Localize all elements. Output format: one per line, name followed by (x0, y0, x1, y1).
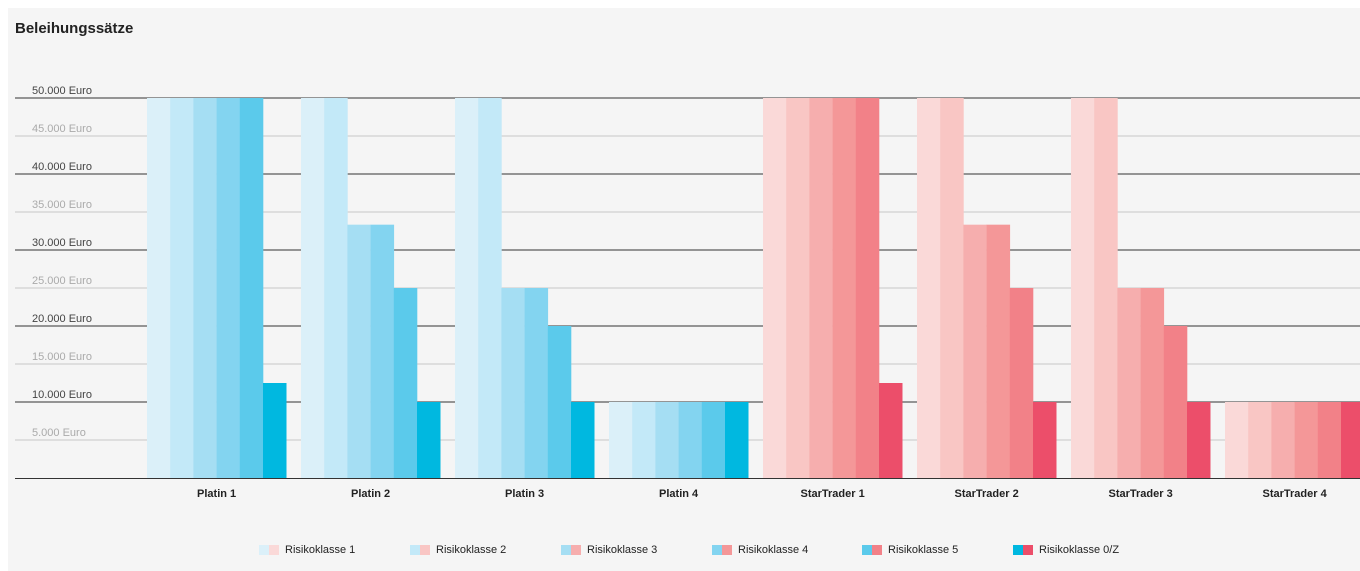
legend-item: Risikoklasse 3 (561, 542, 657, 558)
bar (855, 98, 880, 478)
chart-legend: Risikoklasse 1 Risikoklasse 2 Risikoklasse… (0, 542, 1360, 558)
bar (1294, 402, 1319, 478)
legend-swatch-red (571, 545, 581, 555)
bar (1071, 98, 1095, 478)
bar (655, 402, 679, 478)
bar (832, 98, 857, 478)
bar (1248, 402, 1272, 478)
bar (393, 288, 418, 478)
bar (1187, 402, 1211, 478)
bar (809, 98, 833, 478)
bar (301, 98, 325, 478)
legend-swatch-red (872, 545, 882, 555)
bar (986, 224, 1011, 478)
y-tick-label: 25.000 Euro (32, 275, 92, 287)
x-tick-label: StarTrader 2 (954, 488, 1018, 500)
legend-label: Risikoklasse 4 (738, 544, 809, 556)
bar (1341, 402, 1360, 478)
x-tick-label: Platin 2 (351, 488, 390, 500)
bar (239, 98, 264, 478)
bar (1117, 288, 1141, 478)
x-tick-label: Platin 1 (197, 488, 236, 500)
legend-item: Risikoklasse 2 (410, 542, 506, 558)
bar (547, 326, 572, 478)
y-tick-label: 50.000 Euro (32, 85, 92, 97)
y-tick-label: 40.000 Euro (32, 161, 92, 173)
x-tick-label: StarTrader 1 (800, 488, 864, 500)
bar (417, 402, 441, 478)
y-tick-label: 15.000 Euro (32, 351, 92, 363)
y-tick-label: 35.000 Euro (32, 199, 92, 211)
legend-swatch-red (269, 545, 279, 555)
bar (879, 383, 903, 478)
bar (347, 224, 371, 478)
y-tick-label: 5.000 Euro (32, 427, 86, 439)
bar (1033, 402, 1057, 478)
y-tick-label: 20.000 Euro (32, 313, 92, 325)
bar (701, 402, 726, 478)
bar (786, 98, 810, 478)
legend-label: Risikoklasse 2 (436, 544, 507, 556)
legend-swatch-blue (410, 545, 420, 555)
bar (1140, 288, 1165, 478)
bar (1317, 402, 1342, 478)
chart-title: Beleihungssätze (15, 20, 134, 37)
bar (501, 288, 525, 478)
bar (170, 98, 194, 478)
legend-item: Risikoklasse 0/Z (1013, 542, 1119, 558)
bar (147, 98, 171, 478)
bar (678, 402, 703, 478)
x-tick-label: Platin 4 (659, 488, 699, 500)
bar (263, 383, 287, 478)
bar (1225, 402, 1249, 478)
bar (193, 98, 217, 478)
legend-label: Risikoklasse 5 (888, 544, 959, 556)
legend-swatch-red (420, 545, 430, 555)
legend-swatch-blue (712, 545, 722, 555)
legend-label: Risikoklasse 3 (587, 544, 658, 556)
legend-swatch-red (1023, 545, 1033, 555)
bar (917, 98, 941, 478)
bar (324, 98, 348, 478)
bar-chart: 50.000 Euro 45.000 Euro 40.000 Euro 35.000 … (15, 85, 1360, 500)
bar (1271, 402, 1295, 478)
x-tick-label: StarTrader 3 (1108, 488, 1172, 500)
legend-swatch-blue (259, 545, 269, 555)
y-tick-label: 45.000 Euro (32, 123, 92, 135)
legend-item: Risikoklasse 5 (862, 542, 958, 558)
bar (216, 98, 241, 478)
legend-item: Risikoklasse 1 (259, 542, 355, 558)
bar (1009, 288, 1034, 478)
bar (763, 98, 787, 478)
bar (370, 224, 395, 478)
y-tick-label: 10.000 Euro (32, 389, 92, 401)
bar (571, 402, 595, 478)
legend-label: Risikoklasse 1 (285, 544, 356, 556)
legend-swatch-blue (1013, 545, 1023, 555)
x-tick-label: StarTrader 4 (1262, 488, 1327, 500)
bar (455, 98, 479, 478)
legend-swatch-blue (561, 545, 571, 555)
legend-item: Risikoklasse 4 (712, 542, 808, 558)
bar (478, 98, 502, 478)
bar (940, 98, 964, 478)
x-tick-label: Platin 3 (505, 488, 544, 500)
bar (632, 402, 656, 478)
y-tick-label: 30.000 Euro (32, 237, 92, 249)
legend-label: Risikoklasse 0/Z (1039, 544, 1120, 556)
legend-swatch-red (722, 545, 732, 555)
bar (1163, 326, 1188, 478)
legend-swatch-blue (862, 545, 872, 555)
bar (963, 224, 987, 478)
bar (609, 402, 633, 478)
bar (725, 402, 749, 478)
bar (524, 288, 549, 478)
bar (1094, 98, 1118, 478)
